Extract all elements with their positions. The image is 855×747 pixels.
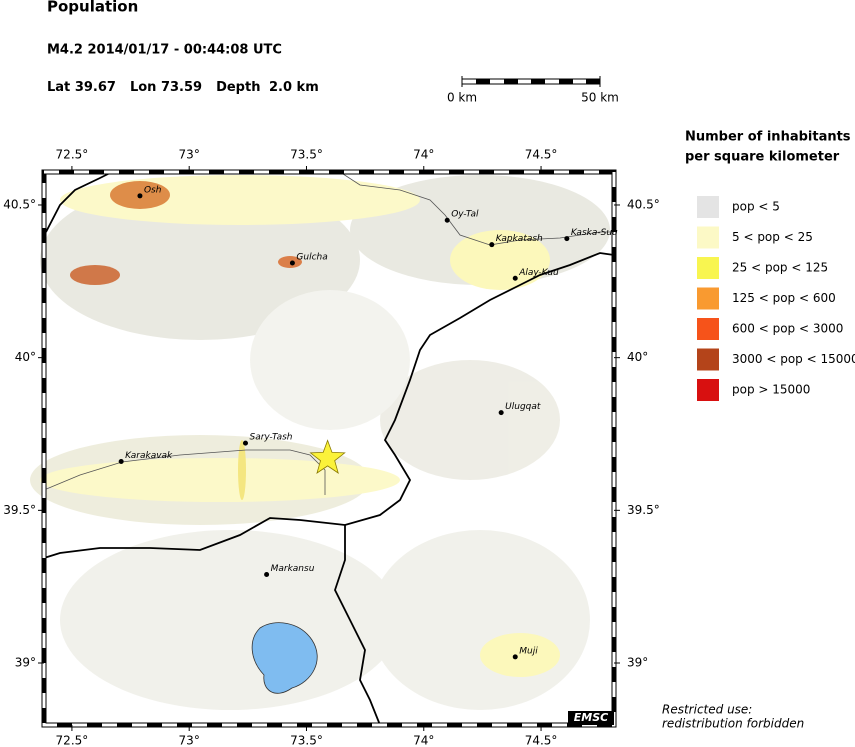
lon-label-bottom: 73° xyxy=(179,734,200,747)
lon-label-top: 74.5° xyxy=(525,148,558,162)
legend-label: 600 < pop < 3000 xyxy=(732,322,843,336)
scale-label: 0 km xyxy=(447,91,477,105)
place-name: Oy-Tal xyxy=(451,210,479,220)
lat-label-right: 40.5° xyxy=(627,197,660,211)
place-dot xyxy=(498,410,504,416)
place-name: Sary-Tash xyxy=(249,433,292,443)
lon-label-top: 73° xyxy=(179,148,200,162)
place-name: Kaska-Suu xyxy=(571,228,618,238)
place-dot xyxy=(512,654,518,660)
legend-label: 125 < pop < 600 xyxy=(732,291,836,305)
place-dot xyxy=(512,275,518,281)
legend-label: 3000 < pop < 15000 xyxy=(732,352,855,366)
lat-label-left: 39.5° xyxy=(3,503,36,517)
scale-label: 50 km xyxy=(581,91,619,105)
legend-title-1: Number of inhabitants xyxy=(685,130,851,145)
map-body: EMSC xyxy=(30,169,617,728)
place-name: Muji xyxy=(519,646,538,656)
event-coords: Lat 39.67 Lon 73.59 Depth 2.0 km xyxy=(47,80,319,95)
lake xyxy=(251,622,318,694)
legend-label: pop > 15000 xyxy=(732,383,810,397)
legend-label: 5 < pop < 25 xyxy=(732,230,813,244)
frame-dash xyxy=(42,170,616,727)
lon-label-bottom: 74.5° xyxy=(525,734,558,747)
notice-1: Restricted use: xyxy=(662,703,752,717)
lat-label-left: 39° xyxy=(15,656,36,670)
legend-swatch xyxy=(697,196,719,218)
lat-label-left: 40° xyxy=(15,350,36,364)
place-dot xyxy=(242,440,248,446)
legend-swatch xyxy=(697,226,719,249)
place-name: Karakavak xyxy=(125,451,173,461)
epicenter xyxy=(309,439,346,474)
notice-2: redistribution forbidden xyxy=(662,717,804,731)
place-name: Kapkatash xyxy=(496,234,543,244)
legend-swatch xyxy=(697,287,719,310)
lat-label-left: 40.5° xyxy=(3,197,36,211)
lat-label-right: 40° xyxy=(627,350,648,364)
scale-bar xyxy=(461,78,601,85)
place-dot xyxy=(289,260,295,266)
lat-label-right: 39° xyxy=(627,656,648,670)
place-name: Ulugqat xyxy=(505,402,541,412)
lon-label-bottom: 73.5° xyxy=(290,734,323,747)
credit-box xyxy=(568,711,614,725)
lon-label-top: 72.5° xyxy=(56,148,89,162)
lon-label-top: 74° xyxy=(413,148,434,162)
place-dot xyxy=(564,236,570,242)
legend-swatch xyxy=(697,348,719,371)
place-dot xyxy=(137,193,143,199)
lat-label: Lat xyxy=(47,80,70,95)
place-name: Markansu xyxy=(271,564,315,574)
lon-label: Lon xyxy=(130,80,156,95)
lon-label-bottom: 74° xyxy=(413,734,434,747)
lat-label-right: 39.5° xyxy=(627,503,660,517)
place-dot xyxy=(489,242,495,248)
place-name: Alay-Kuu xyxy=(518,268,559,278)
place-dot xyxy=(118,458,124,464)
depth-label: Depth xyxy=(216,80,260,95)
title: Population xyxy=(47,0,138,16)
legend-title-2: per square kilometer xyxy=(685,150,840,165)
legend-label: pop < 5 xyxy=(732,200,780,214)
place-dot xyxy=(264,571,270,577)
depth-value: 2.0 km xyxy=(269,80,319,95)
place-dot xyxy=(444,217,450,223)
credit: EMSC xyxy=(574,711,608,724)
legend-swatch xyxy=(697,379,719,401)
legend-label: 25 < pop < 125 xyxy=(732,261,828,275)
event-line: M4.2 2014/01/17 - 00:44:08 UTC xyxy=(47,43,282,58)
legend-swatch xyxy=(697,257,719,279)
lon-label-bottom: 72.5° xyxy=(56,734,89,747)
place-name: Osh xyxy=(144,185,162,195)
lon-label-top: 73.5° xyxy=(290,148,323,162)
legend-swatch xyxy=(697,318,719,340)
place-name: Gulcha xyxy=(296,252,327,262)
lat-value: 39.67 xyxy=(75,80,116,95)
lon-value: 73.59 xyxy=(161,80,202,95)
borders xyxy=(43,171,615,726)
